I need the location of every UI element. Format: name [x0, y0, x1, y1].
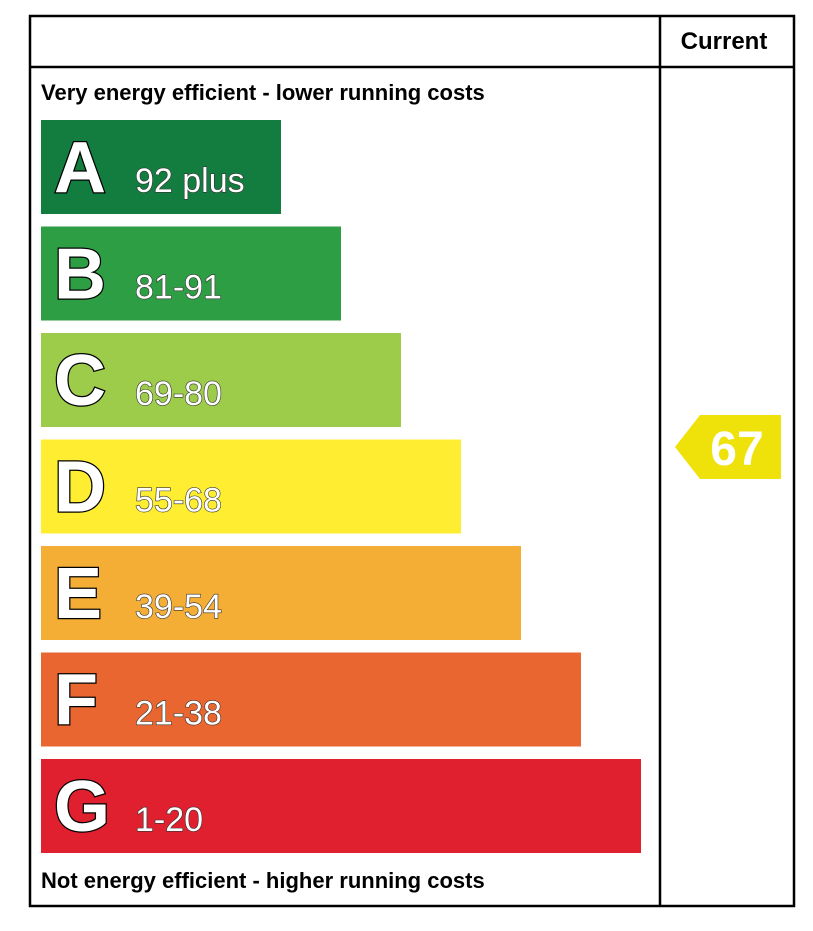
- band: [41, 759, 641, 853]
- top-label: Very energy efficient - lower running co…: [41, 80, 485, 105]
- band-range: 55-68: [135, 482, 222, 520]
- band-range: 69-80: [135, 375, 222, 413]
- band-range: 21-38: [135, 695, 222, 733]
- current-rating-arrow: [675, 415, 781, 479]
- band-range: 1-20: [135, 801, 203, 839]
- current-rating: 67: [710, 423, 763, 476]
- band-letter: E: [54, 554, 102, 634]
- band-letter: F: [54, 661, 98, 741]
- band-range: 39-54: [135, 588, 222, 626]
- band-range: 81-91: [135, 269, 222, 307]
- band-range: 92 plus: [135, 162, 245, 200]
- band: [41, 120, 281, 214]
- band: [41, 226, 341, 321]
- band-letter: B: [54, 235, 106, 315]
- band-letter: D: [54, 448, 106, 528]
- band: [41, 652, 581, 747]
- band-letter: G: [54, 767, 110, 847]
- band: [41, 439, 461, 534]
- band-letter: A: [54, 128, 106, 208]
- band: [41, 546, 521, 640]
- current-header: Current: [681, 28, 768, 55]
- bottom-label: Not energy efficient - higher running co…: [41, 868, 485, 893]
- frame: [28, 14, 796, 908]
- band: [41, 333, 401, 427]
- band-letter: C: [54, 341, 106, 421]
